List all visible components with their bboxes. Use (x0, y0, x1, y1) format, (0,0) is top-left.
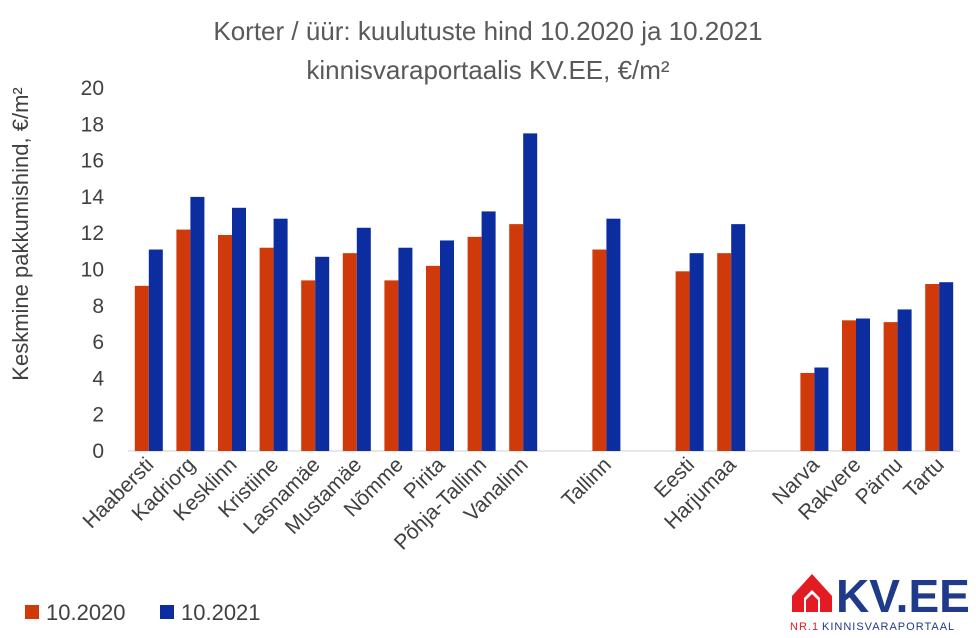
y-tick-label: 14 (81, 186, 105, 209)
bar-10.2020-Harjumaa (717, 253, 732, 451)
bar-10.2021-Tallinn (606, 218, 621, 451)
bar-10.2021-Nõmme (398, 247, 413, 451)
bar-10.2020-Narva (800, 372, 815, 451)
bar-10.2020-Pirita (426, 265, 440, 451)
bar-10.2021-Vanalinn (523, 133, 538, 451)
legend: 10.2020 10.2021 (25, 600, 261, 625)
bar-10.2020-Lasnamäe (301, 280, 316, 451)
bar-10.2020-Mustamäe (342, 253, 357, 451)
bar-10.2020-Kristiine (259, 247, 274, 451)
y-tick-label: 16 (81, 150, 104, 173)
legend-label-2020: 10.2020 (46, 600, 126, 625)
logo-subtitle-prefix: NR.1 (790, 621, 819, 633)
bar-10.2021-Mustamäe (356, 227, 371, 451)
house-logo-icon (792, 574, 832, 612)
bar-10.2021-Rakvere (856, 318, 870, 451)
bar-10.2020-Eesti (675, 271, 690, 451)
bar-10.2020-Tallinn (592, 249, 607, 451)
x-tick-label: Tallinn (558, 453, 616, 511)
bar-10.2020-Põhja-Tallinn (467, 236, 482, 451)
bar-10.2020-Kesklinn (218, 235, 232, 451)
bar-10.2021-Harjumaa (731, 224, 746, 451)
bar-10.2021-Pirita (440, 240, 454, 451)
y-tick-label: 12 (81, 222, 104, 245)
bar-10.2020-Rakvere (842, 320, 856, 451)
x-tick-label: Pärnu (851, 453, 907, 509)
x-tick-label: Tartu (899, 453, 948, 502)
bar-10.2020-Vanalinn (509, 224, 524, 451)
logo-subtitle: KINNISVARAPORTAAL (822, 621, 955, 633)
y-tick-label: 18 (81, 113, 104, 136)
bar-10.2021-Kristiine (273, 218, 288, 451)
bar-10.2020-Tartu (925, 284, 940, 451)
chart-title: Korter / üür: kuulutuste hind 10.2020 ja… (213, 16, 762, 46)
bar-10.2021-Põhja-Tallinn (481, 211, 496, 451)
y-tick-label: 4 (92, 367, 104, 390)
bar-10.2020-Kadriorg (176, 229, 191, 451)
y-tick-label: 8 (92, 295, 104, 318)
legend-swatch-2020 (25, 605, 39, 619)
y-tick-label: 0 (92, 440, 104, 463)
bar-10.2021-Kesklinn (232, 207, 246, 451)
bar-10.2020-Nõmme (384, 280, 399, 451)
logo-text: KV.EE (836, 570, 970, 622)
y-axis-ticks: 0 2 4 6 8 10 12 14 16 18 20 (81, 77, 105, 463)
bar-10.2021-Eesti (689, 253, 704, 451)
bar-10.2021-Narva (814, 367, 829, 451)
bar-10.2021-Kadriorg (190, 196, 205, 451)
y-axis-label: Keskmine pakkumishind, €/m² (8, 87, 33, 380)
bar-10.2020-Pärnu (883, 322, 898, 451)
x-axis-ticks: HaaberstiKadriorgKesklinnKristiineLasnam… (79, 453, 949, 555)
kv-logo: KV.EE NR.1 KINNISVARAPORTAAL (790, 570, 970, 633)
y-tick-label: 20 (81, 77, 104, 100)
y-tick-label: 10 (81, 259, 104, 282)
bar-series (134, 133, 954, 451)
y-tick-label: 6 (92, 331, 104, 354)
bar-10.2020-Haabersti (134, 285, 149, 451)
legend-swatch-2021 (160, 605, 174, 619)
bar-10.2021-Pärnu (897, 309, 912, 451)
bar-10.2021-Tartu (939, 282, 954, 451)
bar-10.2021-Lasnamäe (315, 256, 330, 451)
chart-subtitle: kinnisvaraportaalis KV.EE, €/m² (306, 55, 670, 85)
legend-label-2021: 10.2021 (181, 600, 261, 625)
bar-10.2021-Haabersti (148, 249, 163, 451)
y-tick-label: 2 (92, 404, 104, 427)
